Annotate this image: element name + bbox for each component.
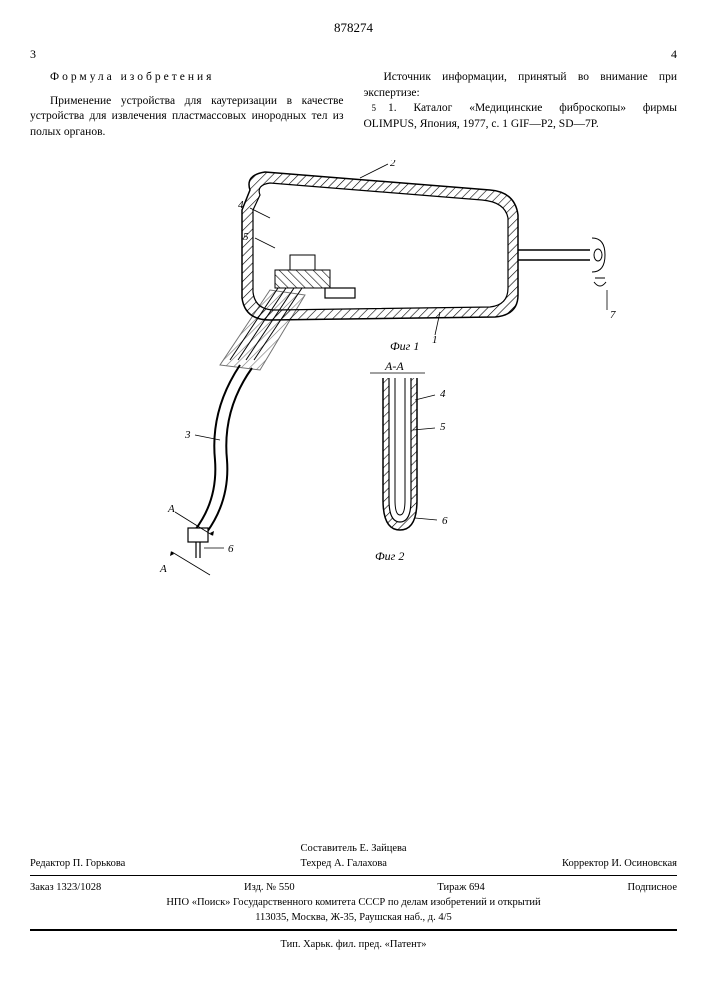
right-col-number: 4 — [364, 46, 678, 62]
label-a-top: A — [167, 503, 175, 515]
footer-corrector: Корректор И. Осиновская — [562, 858, 677, 869]
footer-editor: Редактор П. Горькова — [30, 858, 125, 869]
footer-order: Заказ 1323/1028 — [30, 882, 101, 893]
figure-area: A-A 2 4 5 1 7 3 6 A A Фиг 1 4 5 — [30, 160, 677, 580]
label-6b: 6 — [442, 515, 448, 527]
line-marker: 5 — [372, 103, 377, 113]
label-5b: 5 — [440, 421, 446, 433]
footer-block: Составитель Е. Зайцева Редактор П. Горьк… — [30, 841, 677, 950]
left-col-number: 3 — [30, 46, 344, 62]
formula-title: Формула изобретения — [30, 70, 344, 86]
left-column: 3 Формула изобретения Применение устройс… — [30, 46, 344, 140]
footer-printer: Тип. Харьк. фил. пред. «Патент» — [30, 939, 677, 950]
right-para-2: 51. Каталог «Медицинские фиброскопы» фир… — [364, 101, 678, 132]
label-a-bot: A — [159, 563, 167, 575]
fig1-caption: Фиг 1 — [390, 339, 419, 353]
left-para: Применение устройства для каутеризации в… — [30, 94, 344, 141]
right-para-1: Источник информации, принятый во внимани… — [364, 70, 678, 101]
label-1: 1 — [432, 334, 438, 346]
label-4b: 4 — [440, 388, 446, 400]
fig2-caption: Фиг 2 — [375, 549, 404, 563]
footer-subscription: Подписное — [628, 882, 677, 893]
fig2-body: A-A — [370, 359, 437, 530]
label-4a: 4 — [238, 199, 244, 211]
label-6a: 6 — [228, 543, 234, 555]
footer-address: 113035, Москва, Ж-35, Раушская наб., д. … — [30, 910, 677, 925]
right-column: 4 Источник информации, принятый во внима… — [364, 46, 678, 140]
footer-composer: Составитель Е. Зайцева — [30, 841, 677, 856]
footer-org: НПО «Поиск» Государственного комитета СС… — [30, 895, 677, 910]
label-3: 3 — [184, 429, 191, 441]
text-columns: 3 Формула изобретения Применение устройс… — [30, 46, 677, 140]
footer-circulation: Тираж 694 — [437, 882, 484, 893]
label-5a: 5 — [243, 231, 249, 243]
patent-diagram: A-A 2 4 5 1 7 3 6 A A Фиг 1 4 5 — [30, 160, 677, 580]
label-7: 7 — [610, 309, 616, 321]
footer-edition: Изд. № 550 — [244, 882, 295, 893]
section-label: A-A — [384, 359, 404, 373]
document-number: 878274 — [30, 20, 677, 36]
label-2: 2 — [390, 160, 396, 169]
footer-tech: Техред А. Галахова — [300, 858, 386, 869]
